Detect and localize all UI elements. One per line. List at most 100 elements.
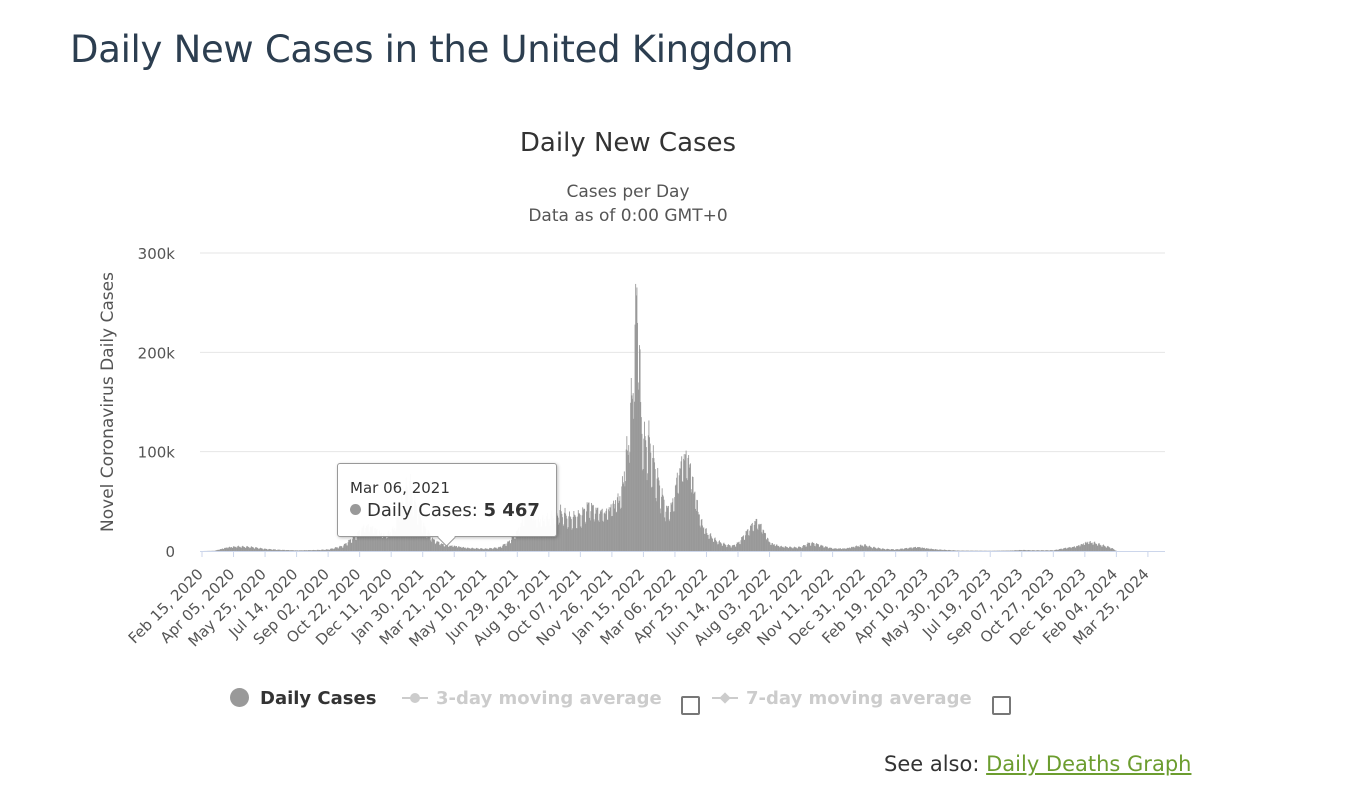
daily-cases-bar[interactable]	[373, 533, 375, 551]
daily-cases-bar[interactable]	[857, 545, 859, 551]
daily-cases-bar[interactable]	[634, 324, 636, 551]
daily-cases-bar[interactable]	[366, 526, 368, 551]
daily-cases-bar[interactable]	[913, 547, 915, 551]
daily-cases-bar[interactable]	[350, 539, 352, 551]
daily-cases-bar[interactable]	[283, 549, 285, 551]
daily-cases-bar[interactable]	[764, 532, 766, 551]
daily-cases-bar[interactable]	[1031, 550, 1033, 551]
daily-cases-bar[interactable]	[736, 544, 737, 551]
daily-cases-bar[interactable]	[321, 549, 323, 551]
daily-cases-bar[interactable]	[341, 547, 343, 551]
daily-cases-bar[interactable]	[244, 547, 246, 551]
daily-cases-bar[interactable]	[304, 550, 306, 551]
daily-cases-bar[interactable]	[614, 503, 616, 551]
daily-cases-bar[interactable]	[296, 550, 298, 551]
daily-cases-bar[interactable]	[374, 528, 376, 551]
daily-cases-bar[interactable]	[703, 527, 705, 551]
daily-cases-bar[interactable]	[834, 548, 836, 551]
daily-cases-bar[interactable]	[1105, 546, 1106, 551]
daily-cases-bar[interactable]	[511, 536, 513, 551]
daily-cases-bar[interactable]	[1011, 550, 1013, 551]
daily-cases-bar[interactable]	[447, 545, 449, 551]
daily-cases-bar[interactable]	[868, 545, 870, 551]
daily-cases-bar[interactable]	[1079, 546, 1081, 551]
daily-cases-bar[interactable]	[886, 549, 888, 551]
daily-cases-bar[interactable]	[655, 497, 657, 551]
daily-cases-bar[interactable]	[487, 548, 488, 551]
daily-cases-bar[interactable]	[389, 534, 391, 551]
daily-cases-bar[interactable]	[638, 389, 640, 551]
daily-cases-bar[interactable]	[739, 544, 741, 551]
daily-cases-bar[interactable]	[289, 550, 290, 551]
daily-cases-bar[interactable]	[1092, 544, 1094, 551]
daily-cases-bar[interactable]	[874, 547, 876, 551]
daily-cases-bar[interactable]	[435, 544, 437, 551]
daily-cases-bar[interactable]	[457, 547, 459, 551]
daily-cases-bar[interactable]	[393, 529, 394, 551]
daily-cases-bar[interactable]	[625, 449, 627, 551]
daily-cases-bar[interactable]	[237, 546, 239, 551]
daily-cases-bar[interactable]	[909, 547, 911, 551]
daily-cases-bar[interactable]	[1106, 547, 1108, 551]
daily-cases-bar[interactable]	[891, 548, 893, 551]
daily-cases-bar[interactable]	[509, 543, 511, 551]
daily-cases-bar[interactable]	[1036, 550, 1038, 551]
daily-cases-bar[interactable]	[860, 545, 862, 551]
daily-cases-bar[interactable]	[910, 547, 912, 551]
daily-cases-bar[interactable]	[439, 545, 441, 551]
daily-cases-bar[interactable]	[1067, 547, 1069, 551]
daily-cases-bar[interactable]	[569, 511, 570, 551]
daily-cases-bar[interactable]	[475, 548, 476, 551]
daily-cases-bar[interactable]	[258, 549, 260, 551]
daily-cases-bar[interactable]	[294, 550, 296, 551]
daily-cases-bar[interactable]	[579, 513, 580, 551]
daily-cases-bar[interactable]	[751, 523, 753, 551]
daily-cases-bar[interactable]	[482, 548, 484, 551]
daily-cases-bar[interactable]	[935, 549, 937, 551]
daily-cases-bar[interactable]	[1099, 545, 1101, 551]
daily-cases-bar[interactable]	[343, 543, 345, 551]
daily-cases-bar[interactable]	[1073, 546, 1075, 551]
daily-cases-bar[interactable]	[789, 546, 791, 551]
daily-cases-bar[interactable]	[442, 543, 444, 551]
daily-cases-bar[interactable]	[654, 462, 656, 551]
daily-cases-bar[interactable]	[395, 529, 397, 551]
daily-cases-bar[interactable]	[783, 547, 785, 551]
daily-cases-bar[interactable]	[459, 547, 461, 551]
daily-cases-bar[interactable]	[660, 513, 662, 551]
daily-cases-bar[interactable]	[250, 546, 252, 551]
daily-cases-bar[interactable]	[574, 515, 576, 551]
daily-cases-bar[interactable]	[487, 549, 489, 551]
daily-cases-bar[interactable]	[1024, 550, 1026, 551]
daily-cases-bar[interactable]	[227, 548, 229, 551]
daily-cases-bar[interactable]	[751, 522, 753, 551]
daily-cases-bar[interactable]	[818, 544, 819, 551]
daily-cases-bar[interactable]	[1114, 550, 1116, 551]
daily-cases-bar[interactable]	[335, 547, 337, 551]
daily-cases-bar[interactable]	[271, 549, 273, 551]
daily-cases-bar[interactable]	[714, 537, 716, 551]
daily-cases-bar[interactable]	[456, 546, 458, 551]
daily-cases-bar[interactable]	[306, 550, 307, 551]
daily-cases-bar[interactable]	[440, 543, 442, 551]
daily-cases-bar[interactable]	[265, 548, 267, 551]
daily-cases-bar[interactable]	[1085, 541, 1087, 551]
daily-cases-bar[interactable]	[1107, 545, 1109, 551]
daily-cases-bar[interactable]	[449, 545, 451, 551]
daily-cases-bar[interactable]	[951, 550, 953, 551]
daily-cases-bar[interactable]	[257, 548, 259, 551]
daily-cases-bar[interactable]	[464, 547, 466, 551]
daily-cases-bar[interactable]	[842, 548, 844, 551]
daily-cases-bar[interactable]	[628, 445, 630, 551]
daily-cases-bar[interactable]	[752, 530, 754, 551]
daily-cases-bar[interactable]	[624, 486, 626, 551]
daily-cases-bar[interactable]	[1023, 549, 1024, 551]
daily-cases-bar[interactable]	[514, 539, 516, 551]
daily-cases-bar[interactable]	[652, 445, 654, 551]
daily-cases-bar[interactable]	[657, 467, 659, 551]
daily-cases-bar[interactable]	[690, 463, 691, 551]
daily-cases-bar[interactable]	[1065, 547, 1067, 551]
daily-cases-bar[interactable]	[591, 505, 593, 551]
daily-cases-bar[interactable]	[812, 542, 814, 551]
daily-cases-bar[interactable]	[319, 549, 321, 551]
